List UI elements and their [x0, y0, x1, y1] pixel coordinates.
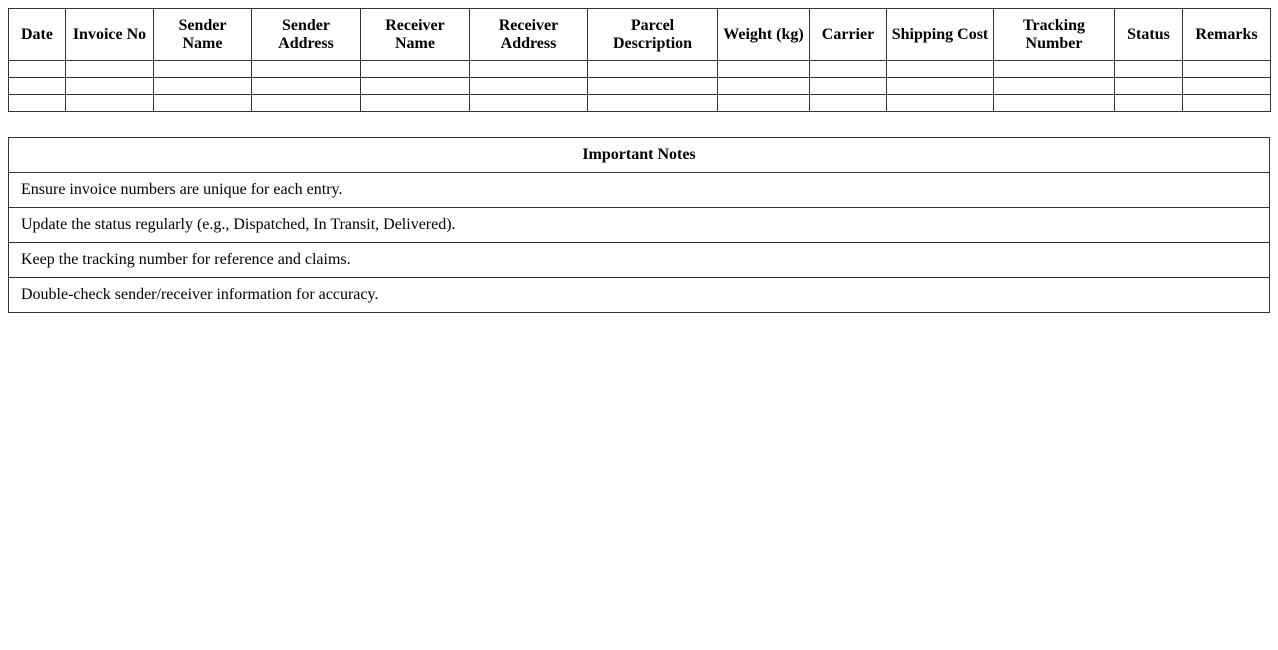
table-cell	[251, 60, 361, 78]
table-row	[8, 60, 1271, 78]
column-header: Shipping Cost	[886, 8, 994, 61]
column-header: Carrier	[809, 8, 887, 61]
notes-title: Important Notes	[8, 137, 1270, 173]
table-cell	[360, 94, 470, 112]
notes-header-row: Important Notes	[8, 137, 1270, 173]
table-cell	[717, 77, 810, 95]
table-cell	[251, 77, 361, 95]
table-cell	[993, 60, 1115, 78]
table-cell	[717, 94, 810, 112]
table-cell	[153, 94, 252, 112]
table-row	[8, 77, 1271, 95]
column-header: Sender Address	[251, 8, 361, 61]
column-header: Receiver Name	[360, 8, 470, 61]
column-header: Date	[8, 8, 66, 61]
table-cell	[1114, 60, 1183, 78]
column-header: Tracking Number	[993, 8, 1115, 61]
shipment-log-table: Date Invoice No Sender Name Sender Address R…	[8, 8, 1271, 112]
table-cell	[65, 94, 154, 112]
table-cell	[65, 77, 154, 95]
important-notes-table: Important Notes Ensure invoice numbers a…	[8, 137, 1270, 313]
table-cell	[809, 77, 887, 95]
table-cell	[587, 60, 718, 78]
table-cell	[717, 60, 810, 78]
table-cell	[886, 94, 994, 112]
note-item: Double-check sender/receiver information…	[8, 277, 1270, 313]
table-cell	[8, 77, 66, 95]
table-cell	[1114, 77, 1183, 95]
note-item: Keep the tracking number for reference a…	[8, 242, 1270, 278]
table-cell	[1114, 94, 1183, 112]
note-row: Keep the tracking number for reference a…	[8, 242, 1270, 278]
note-item: Ensure invoice numbers are unique for ea…	[8, 172, 1270, 208]
table-cell	[153, 77, 252, 95]
column-header: Status	[1114, 8, 1183, 61]
table-cell	[1182, 94, 1271, 112]
table-cell	[8, 94, 66, 112]
table-cell	[587, 77, 718, 95]
table-cell	[993, 94, 1115, 112]
note-row: Double-check sender/receiver information…	[8, 277, 1270, 313]
column-header: Parcel Description	[587, 8, 718, 61]
table-cell	[469, 94, 588, 112]
note-item: Update the status regularly (e.g., Dispa…	[8, 207, 1270, 243]
table-cell	[993, 77, 1115, 95]
table-cell	[8, 60, 66, 78]
table-cell	[1182, 77, 1271, 95]
table-cell	[153, 60, 252, 78]
table-cell	[809, 94, 887, 112]
table-cell	[251, 94, 361, 112]
column-header: Receiver Address	[469, 8, 588, 61]
column-header: Weight (kg)	[717, 8, 810, 61]
table-row	[8, 94, 1271, 112]
table-cell	[1182, 60, 1271, 78]
table-cell	[469, 60, 588, 78]
table-cell	[469, 77, 588, 95]
header-row: Date Invoice No Sender Name Sender Address R…	[8, 8, 1271, 61]
table-cell	[886, 60, 994, 78]
table-cell	[587, 94, 718, 112]
column-header: Invoice No	[65, 8, 154, 61]
table-cell	[360, 60, 470, 78]
table-cell	[886, 77, 994, 95]
table-cell	[809, 60, 887, 78]
column-header: Remarks	[1182, 8, 1271, 61]
note-row: Ensure invoice numbers are unique for ea…	[8, 172, 1270, 208]
table-cell	[65, 60, 154, 78]
note-row: Update the status regularly (e.g., Dispa…	[8, 207, 1270, 243]
table-cell	[360, 77, 470, 95]
column-header: Sender Name	[153, 8, 252, 61]
